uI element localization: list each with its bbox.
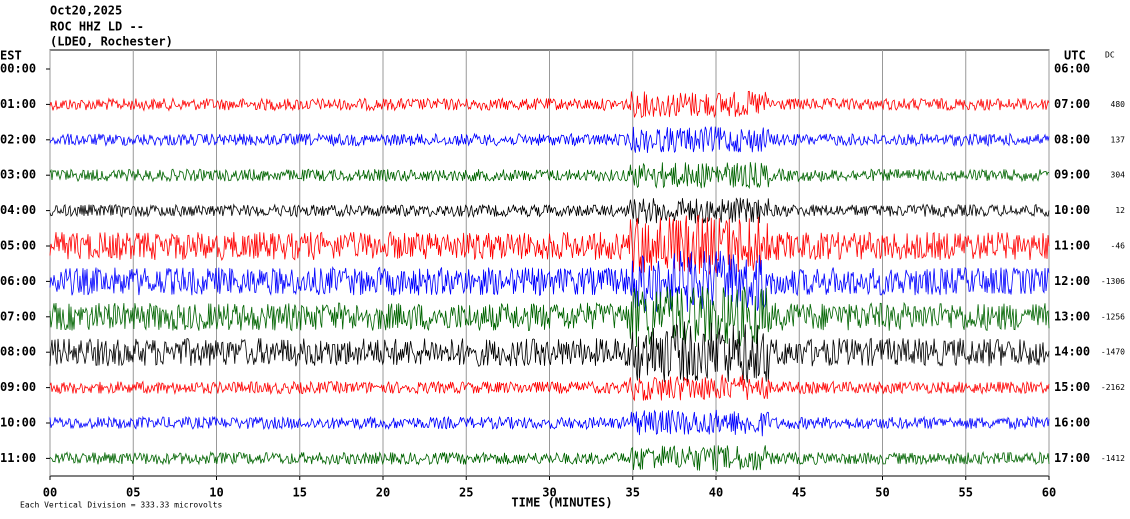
utc-row-label: 15:00 — [1054, 380, 1090, 394]
dc-value: 12 — [1115, 206, 1125, 215]
trace — [49, 374, 1050, 402]
dc-value: -1470 — [1101, 348, 1125, 357]
utc-row-label: 13:00 — [1054, 309, 1090, 323]
trace — [49, 286, 1050, 347]
dc-value: -1412 — [1101, 454, 1125, 463]
title-line: Oct20,2025 — [50, 4, 122, 18]
dc-value: -1256 — [1101, 312, 1125, 321]
est-row-label: 01:00 — [0, 97, 36, 111]
est-row-label: 06:00 — [0, 274, 36, 288]
right-axis-label: UTC — [1064, 49, 1086, 63]
left-axis-label: EST — [0, 49, 22, 63]
utc-row-label: 16:00 — [1054, 416, 1090, 430]
utc-row-label: 14:00 — [1054, 345, 1090, 359]
dc-value: -2162 — [1101, 383, 1125, 392]
x-tick-label: 30 — [542, 486, 556, 500]
x-tick-label: 10 — [209, 486, 223, 500]
x-tick-label: 00 — [43, 486, 57, 500]
trace — [49, 321, 1050, 383]
dc-label: DC — [1105, 51, 1115, 60]
x-tick-label: 50 — [875, 486, 889, 500]
trace — [49, 162, 1050, 190]
dc-value: -1306 — [1101, 277, 1125, 286]
x-tick-label: 15 — [293, 486, 307, 500]
utc-row-label: 07:00 — [1054, 97, 1090, 111]
trace — [49, 126, 1050, 154]
x-tick-label: 55 — [959, 486, 973, 500]
dc-value: 480 — [1111, 100, 1126, 109]
est-row-label: 02:00 — [0, 132, 36, 146]
est-row-label: 00:00 — [0, 62, 36, 76]
est-row-label: 05:00 — [0, 239, 36, 253]
x-tick-label: 45 — [792, 486, 806, 500]
trace — [49, 409, 1050, 437]
utc-row-label: 17:00 — [1054, 451, 1090, 465]
title-line: (LDEO, Rochester) — [50, 35, 173, 49]
est-row-label: 04:00 — [0, 203, 36, 217]
trace — [49, 250, 1050, 312]
x-tick-label: 35 — [626, 486, 640, 500]
trace — [49, 214, 1050, 275]
x-tick-label: 40 — [709, 486, 723, 500]
trace — [49, 445, 1050, 472]
x-axis-label: TIME (MINUTES) — [511, 496, 612, 510]
utc-row-label: 09:00 — [1054, 168, 1090, 182]
utc-row-label: 06:00 — [1054, 62, 1090, 76]
utc-row-label: 10:00 — [1054, 203, 1090, 217]
x-tick-label: 20 — [376, 486, 390, 500]
est-row-label: 03:00 — [0, 168, 36, 182]
utc-row-label: 11:00 — [1054, 239, 1090, 253]
trace — [49, 90, 1050, 119]
x-tick-label: 25 — [459, 486, 473, 500]
x-tick-label: 60 — [1042, 486, 1056, 500]
dc-value: 137 — [1111, 135, 1126, 144]
x-tick-label: 05 — [126, 486, 140, 500]
est-row-label: 09:00 — [0, 380, 36, 394]
dc-value: -46 — [1111, 242, 1126, 251]
trace — [49, 197, 1050, 224]
utc-row-label: 12:00 — [1054, 274, 1090, 288]
est-row-label: 11:00 — [0, 451, 36, 465]
est-row-label: 08:00 — [0, 345, 36, 359]
title-line: ROC HHZ LD -- — [50, 20, 144, 34]
utc-row-label: 08:00 — [1054, 132, 1090, 146]
dc-value: 304 — [1111, 171, 1126, 180]
scale-note: Each Vertical Division = 333.33 microvol… — [20, 501, 222, 510]
est-row-label: 07:00 — [0, 309, 36, 323]
est-row-label: 10:00 — [0, 416, 36, 430]
